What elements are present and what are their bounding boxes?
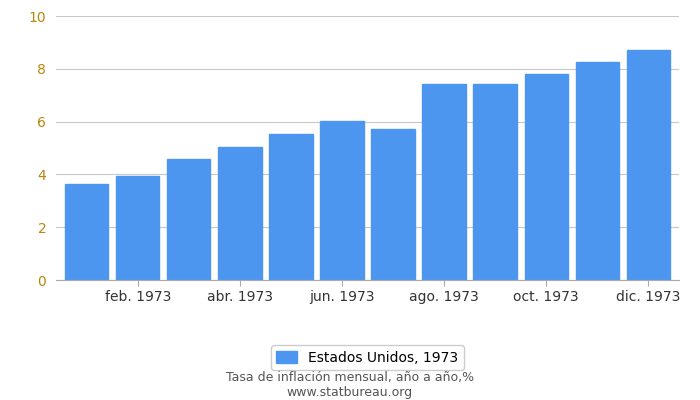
Bar (422, 84, 466, 280)
Bar (116, 176, 160, 280)
Bar (321, 120, 364, 280)
Bar (575, 62, 619, 280)
Bar (371, 129, 414, 280)
Bar (65, 184, 108, 280)
Text: Tasa de inflación mensual, año a año,%: Tasa de inflación mensual, año a año,% (226, 372, 474, 384)
Bar (524, 74, 568, 280)
Bar (473, 84, 517, 280)
Bar (270, 134, 313, 280)
Legend: Estados Unidos, 1973: Estados Unidos, 1973 (271, 345, 464, 370)
Bar (218, 147, 262, 280)
Text: www.statbureau.org: www.statbureau.org (287, 386, 413, 399)
Bar (167, 158, 211, 280)
Bar (626, 50, 670, 280)
